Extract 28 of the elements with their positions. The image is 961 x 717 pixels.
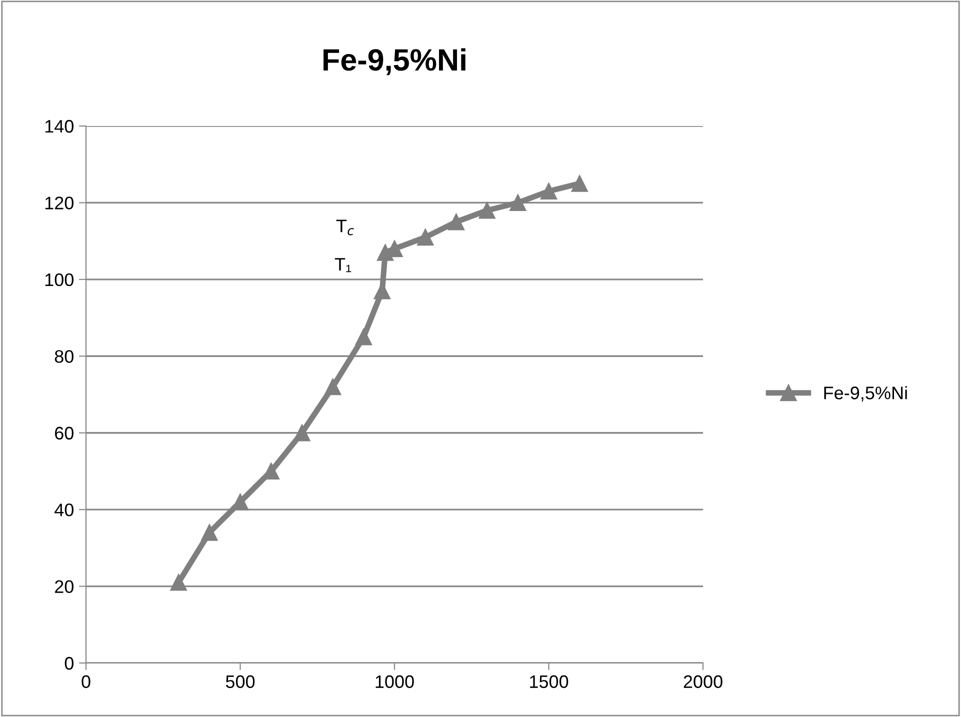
point [294,424,310,442]
y-tick-label: 140 [45,120,74,133]
point [571,175,588,192]
point [478,202,496,219]
y-tick-label: 40 [54,504,74,516]
y-tick-label: 80 [54,350,74,363]
y-tick-label: 120 [45,196,74,210]
y-tick-label: 0 [64,656,74,670]
annotation: T$_{c}$ [336,220,354,236]
y-tick-label: 60 [55,426,74,440]
x-tick-label: 2000 [684,675,722,688]
annotation: T₁ [334,258,352,272]
point [417,228,434,246]
point [448,214,465,230]
point [201,524,218,541]
legend-label: Fe-9,5%Ni [824,386,907,402]
x-tick-label: 0 [82,675,90,688]
x-tick-label: 1000 [376,675,414,688]
point [170,574,187,591]
x-tick-label: 500 [226,675,255,688]
x-tick-label: 1500 [530,675,568,688]
point [324,378,342,396]
point [540,182,558,200]
point [510,194,526,212]
y-tick-label: 100 [45,273,74,286]
y-tick-label: 20 [55,580,74,594]
point [355,328,372,346]
chart-title: Fe-9,5%Ni [324,48,466,76]
